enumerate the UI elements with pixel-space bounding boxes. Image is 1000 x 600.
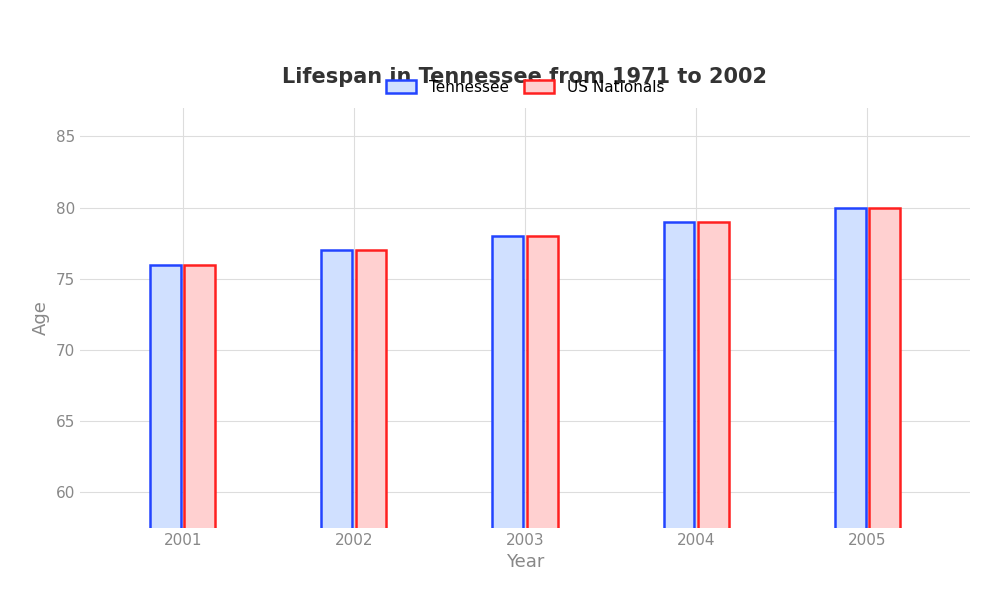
Legend: Tennessee, US Nationals: Tennessee, US Nationals [380,74,670,101]
Bar [321,250,352,600]
Bar [698,222,729,600]
Bar [492,236,523,600]
Bar [835,208,866,600]
Bar [150,265,181,600]
Y-axis label: Age: Age [32,301,50,335]
Bar [356,250,386,600]
Title: Lifespan in Tennessee from 1971 to 2002: Lifespan in Tennessee from 1971 to 2002 [283,67,768,87]
X-axis label: Year: Year [506,553,544,571]
Bar [869,208,900,600]
Bar [527,236,558,600]
Bar [184,265,215,600]
Bar [664,222,694,600]
